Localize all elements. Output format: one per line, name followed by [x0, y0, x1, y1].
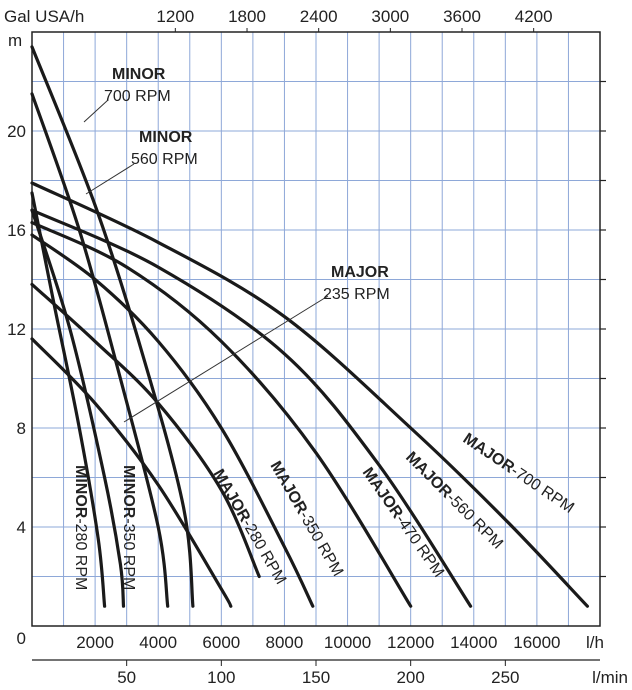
l-min-tick-label: 200 — [396, 668, 424, 687]
label-major-560-model: MAJOR — [402, 449, 455, 502]
curve-major-235-rpm — [30, 282, 261, 579]
l-min-axis-unit: l/min — [592, 668, 628, 687]
label-major-700-model: MAJOR — [460, 430, 518, 477]
label-minor-280-rpm: -280 RPM — [72, 518, 89, 590]
top-tick-label: 3600 — [443, 7, 481, 26]
x-tick-label: 8000 — [266, 633, 304, 652]
y-axis-unit: m — [8, 31, 22, 50]
y-tick-label: 0 — [17, 629, 26, 648]
x-tick-label: 16000 — [513, 633, 560, 652]
curve-major-280-rpm — [30, 337, 233, 608]
x-tick-label: 10000 — [324, 633, 371, 652]
l-min-tick-label: 50 — [117, 668, 136, 687]
x-tick-label: 4000 — [139, 633, 177, 652]
label-major-700: MAJOR-700 RPM — [460, 430, 577, 517]
chart-curves — [30, 45, 589, 608]
label-minor-350-rpm: -350 RPM — [120, 518, 137, 590]
leader-major-235 — [123, 295, 329, 423]
curve-major-560-rpm — [30, 208, 473, 608]
top-tick-label: 4200 — [515, 7, 553, 26]
top-axis-unit: Gal USA/h — [4, 7, 84, 26]
l-min-tick-label: 100 — [207, 668, 235, 687]
y-tick-label: 4 — [17, 518, 26, 537]
x-tick-label: 14000 — [450, 633, 497, 652]
curve-major-350-rpm — [30, 233, 315, 608]
chart-axes: 0 4 8 12 16 20 m 2000 4000 6000 8000 10000 12000 1400… — [4, 7, 628, 687]
leader-minor-700 — [83, 99, 109, 123]
label-minor-280: MINOR-280 RPM — [72, 465, 89, 590]
label-major-235-rpm: 235 RPM — [323, 286, 390, 303]
top-tick-label: 1800 — [228, 7, 266, 26]
label-minor-700-rpm: 700 RPM — [104, 88, 171, 105]
top-tick-label: 1200 — [156, 7, 194, 26]
curve-major-470-rpm — [30, 221, 413, 608]
x-tick-label: 12000 — [387, 633, 434, 652]
label-minor-700-model: MINOR — [112, 66, 166, 83]
label-minor-560-rpm: 560 RPM — [131, 151, 198, 168]
curve-major-700-rpm — [30, 181, 589, 608]
label-minor-350: MINOR-350 RPM — [120, 465, 137, 590]
label-major-560-rpm: -560 RPM — [443, 490, 506, 553]
x-axis-unit: l/h — [586, 633, 604, 652]
curve-minor-700-rpm — [30, 45, 195, 608]
l-min-tick-label: 150 — [302, 668, 330, 687]
y-tick-label: 16 — [7, 221, 26, 240]
y-tick-label: 20 — [7, 122, 26, 141]
curve-minor-280-rpm — [30, 191, 107, 608]
label-major-700-rpm: -700 RPM — [508, 463, 577, 517]
y-tick-label: 8 — [17, 419, 26, 438]
label-major-350-rpm: -350 RPM — [295, 509, 346, 580]
curve-minor-350-rpm — [30, 208, 126, 608]
x-tick-label: 6000 — [202, 633, 240, 652]
x-tick-label: 2000 — [76, 633, 114, 652]
top-tick-label: 3000 — [371, 7, 409, 26]
label-minor-560-model: MINOR — [139, 129, 193, 146]
top-tick-label: 2400 — [300, 7, 338, 26]
label-major-235-model: MAJOR — [331, 264, 389, 281]
label-major-350-model: MAJOR — [267, 459, 311, 518]
label-minor-350-model: MINOR — [120, 465, 137, 519]
label-minor-280-model: MINOR — [72, 465, 89, 519]
y-tick-label: 12 — [7, 320, 26, 339]
curve-minor-560-rpm — [30, 92, 170, 608]
leader-minor-560 — [85, 163, 135, 195]
l-min-tick-label: 250 — [491, 668, 519, 687]
